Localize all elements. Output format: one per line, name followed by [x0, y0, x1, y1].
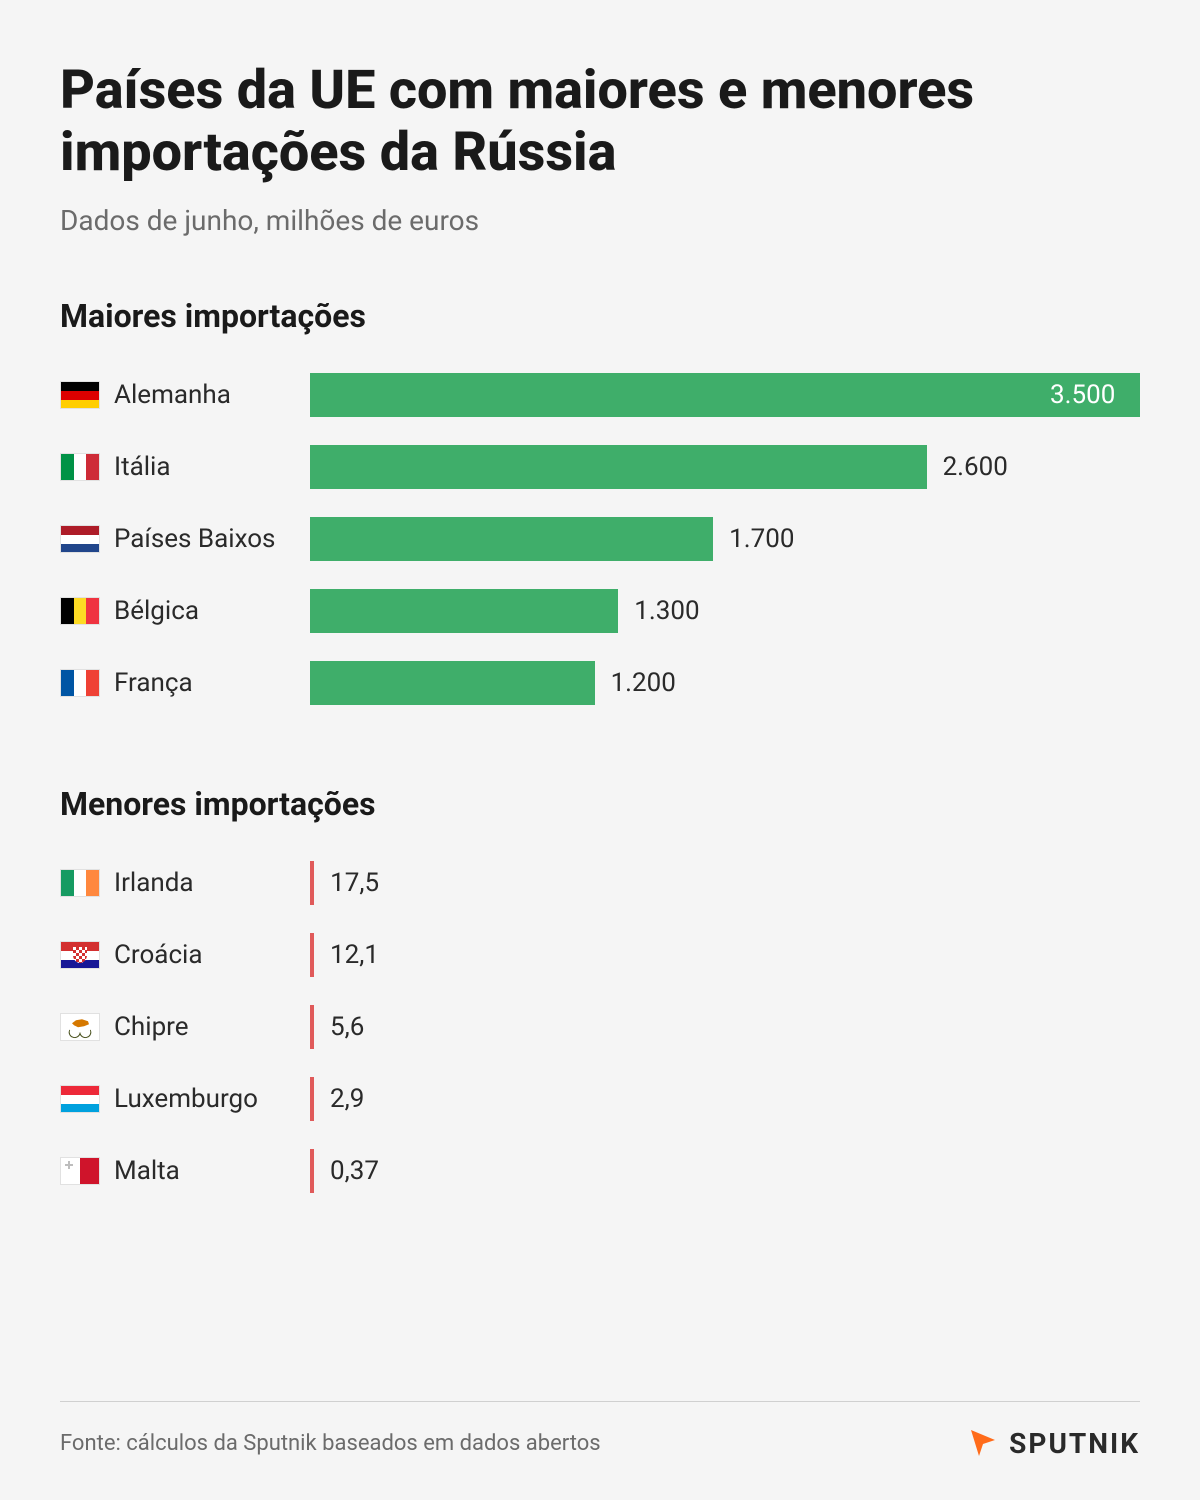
chart-top: Alemanha 3.500 Itália 2.600 Países Baixos 1.7… — [60, 365, 1140, 713]
bar-track: 3.500 — [310, 373, 1140, 417]
flag-icon — [60, 453, 100, 481]
bar-track: 5,6 — [310, 1005, 1140, 1049]
top-heading: Maiores importações — [60, 297, 1140, 335]
bar — [310, 517, 713, 561]
country-name: Malta — [114, 1156, 180, 1186]
row-label: Croácia — [60, 940, 310, 970]
bar-track: 12,1 — [310, 933, 1140, 977]
bar-value: 3.500 — [1050, 380, 1115, 410]
bar — [310, 933, 314, 977]
bar — [310, 373, 1140, 417]
row-label: Chipre — [60, 1012, 310, 1042]
flag-icon — [60, 669, 100, 697]
chart-row: Malta 0,37 — [60, 1141, 1140, 1201]
bar — [310, 1149, 314, 1193]
chart-row: Itália 2.600 — [60, 437, 1140, 497]
row-label: Irlanda — [60, 868, 310, 898]
row-label: Países Baixos — [60, 524, 310, 554]
chart-row: Bélgica 1.300 — [60, 581, 1140, 641]
page-title: Países da UE com maiores e menores impor… — [60, 60, 1140, 184]
country-name: Países Baixos — [114, 524, 275, 554]
bar-value: 1.200 — [611, 668, 676, 698]
row-label: Luxemburgo — [60, 1084, 310, 1114]
flag-icon — [60, 1157, 100, 1185]
country-name: Irlanda — [114, 868, 194, 898]
bar-track: 1.200 — [310, 661, 1140, 705]
row-label: França — [60, 668, 310, 698]
bar — [310, 1005, 314, 1049]
bar-track: 2,9 — [310, 1077, 1140, 1121]
chart-row: Luxemburgo 2,9 — [60, 1069, 1140, 1129]
chart-row: Chipre 5,6 — [60, 997, 1140, 1057]
page-subtitle: Dados de junho, milhões de euros — [60, 204, 1140, 237]
country-name: Alemanha — [114, 380, 231, 410]
bar — [310, 589, 618, 633]
bar — [310, 445, 927, 489]
bar-value: 5,6 — [330, 1012, 364, 1042]
chart-row: Croácia 12,1 — [60, 925, 1140, 985]
chart-row: Países Baixos 1.700 — [60, 509, 1140, 569]
bar-value: 12,1 — [330, 940, 379, 970]
chart-row: França 1.200 — [60, 653, 1140, 713]
bar — [310, 1077, 314, 1121]
flag-icon — [60, 381, 100, 409]
row-label: Itália — [60, 452, 310, 482]
chart-bottom: Irlanda 17,5 Croácia 12,1 Chipre 5,6 Luxemburg… — [60, 853, 1140, 1201]
footer: Fonte: cálculos da Sputnik baseados em d… — [60, 1401, 1140, 1460]
sputnik-logo: SPUTNIK — [967, 1426, 1140, 1460]
country-name: Luxemburgo — [114, 1084, 258, 1114]
bar-value: 1.300 — [634, 596, 699, 626]
chart-row: Irlanda 17,5 — [60, 853, 1140, 913]
flag-icon — [60, 941, 100, 969]
bar-value: 2.600 — [943, 452, 1008, 482]
country-name: Itália — [114, 452, 171, 482]
flag-icon — [60, 597, 100, 625]
bar — [310, 861, 314, 905]
bar-value: 0,37 — [330, 1156, 379, 1186]
row-label: Malta — [60, 1156, 310, 1186]
chart-top-section: Maiores importações Alemanha 3.500 Itália 2… — [60, 297, 1140, 725]
bar-track: 1.300 — [310, 589, 1140, 633]
country-name: Chipre — [114, 1012, 189, 1042]
bar-track: 0,37 — [310, 1149, 1140, 1193]
country-name: França — [114, 668, 193, 698]
chart-row: Alemanha 3.500 — [60, 365, 1140, 425]
bar-track: 2.600 — [310, 445, 1140, 489]
sputnik-logo-icon — [967, 1426, 1001, 1460]
bar-value: 1.700 — [729, 524, 794, 554]
flag-icon — [60, 1013, 100, 1041]
bar-value: 17,5 — [330, 868, 379, 898]
row-label: Alemanha — [60, 380, 310, 410]
bar-track: 1.700 — [310, 517, 1140, 561]
bar-track: 17,5 — [310, 861, 1140, 905]
country-name: Croácia — [114, 940, 203, 970]
sputnik-logo-text: SPUTNIK — [1009, 1427, 1140, 1460]
flag-icon — [60, 525, 100, 553]
flag-icon — [60, 869, 100, 897]
source-text: Fonte: cálculos da Sputnik baseados em d… — [60, 1431, 601, 1456]
bottom-heading: Menores importações — [60, 785, 1140, 823]
country-name: Bélgica — [114, 596, 199, 626]
bar — [310, 661, 595, 705]
row-label: Bélgica — [60, 596, 310, 626]
flag-icon — [60, 1085, 100, 1113]
chart-bottom-section: Menores importações Irlanda 17,5 Croácia 12… — [60, 785, 1140, 1213]
bar-value: 2,9 — [330, 1084, 364, 1114]
